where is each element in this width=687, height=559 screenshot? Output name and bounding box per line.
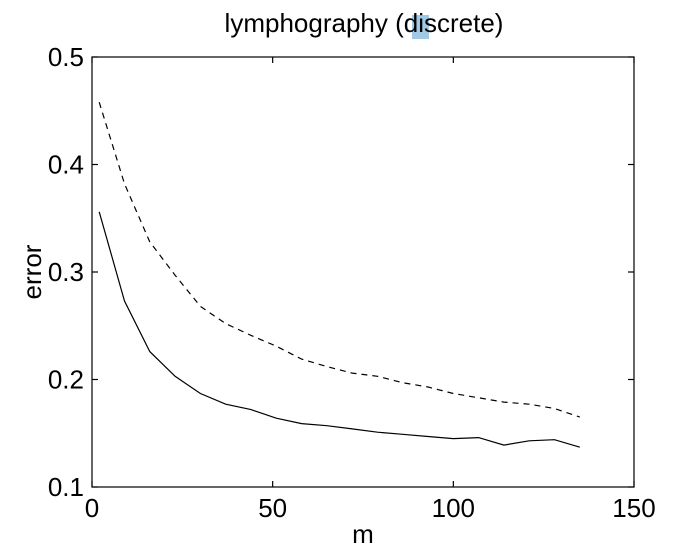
x-tick-label: 0 bbox=[85, 493, 99, 523]
y-tick-label: 0.5 bbox=[48, 42, 84, 72]
x-tick-label: 50 bbox=[258, 493, 287, 523]
y-tick-label: 0.1 bbox=[48, 472, 84, 502]
x-axis-title: m bbox=[352, 519, 374, 549]
text-selection-highlight bbox=[412, 15, 429, 39]
y-tick-label: 0.3 bbox=[48, 257, 84, 287]
plot-area bbox=[98, 102, 580, 448]
x-axis: 0 50 100 150 bbox=[85, 57, 656, 523]
series-line-1-dashed bbox=[98, 102, 580, 418]
x-tick-label: 150 bbox=[612, 493, 655, 523]
chart-title: lymphography (discrete) bbox=[225, 8, 504, 38]
series-line-2-solid bbox=[98, 211, 580, 448]
x-tick-label: 100 bbox=[432, 493, 475, 523]
plot-frame bbox=[91, 56, 635, 488]
y-axis: 0.1 0.2 0.3 0.4 0.5 bbox=[48, 42, 634, 502]
y-axis-title: error bbox=[17, 244, 47, 299]
y-tick-label: 0.2 bbox=[48, 365, 84, 395]
y-tick-label: 0.4 bbox=[48, 150, 84, 180]
